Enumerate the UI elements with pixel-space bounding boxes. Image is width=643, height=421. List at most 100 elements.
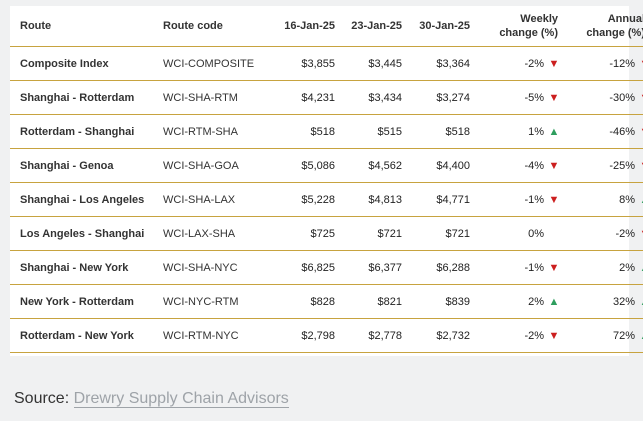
header-weekly-line-1: Weekly [520, 13, 558, 25]
header-date-3: 30-Jan-25 [402, 6, 470, 47]
weekly-change-cell: -1% ▼ [470, 250, 564, 285]
rate-date-3: $3,274 [402, 80, 470, 115]
rate-date-3: $721 [402, 216, 470, 251]
weekly-change-value: 1% [528, 125, 544, 138]
weekly-change-cell: -2% ▼ [470, 318, 564, 353]
header-annual-line-2: change (%) [586, 27, 643, 39]
route-code: WCI-RTM-SHA [163, 114, 273, 149]
rate-date-2: $2,778 [335, 318, 402, 353]
annual-change-cell: -12%▼ [564, 46, 643, 81]
annual-change-cell: -25%▼ [564, 148, 643, 183]
rate-date-2: $3,445 [335, 46, 402, 81]
annual-change-value: -30% [609, 91, 635, 104]
up-triangle-icon: ▲ [548, 295, 560, 308]
weekly-change-value: 2% [528, 295, 544, 308]
header-weekly-change: Weekly change (%) [470, 6, 564, 47]
route-name: Rotterdam - Shanghai [10, 114, 163, 149]
rate-date-3: $4,400 [402, 148, 470, 183]
route-code: WCI-RTM-NYC [163, 318, 273, 353]
header-weekly-line-2: change (%) [499, 27, 558, 39]
annual-change-value: 72% [612, 329, 635, 342]
header-date-1: 16-Jan-25 [273, 6, 335, 47]
table-row: New York - Rotterdam WCI-NYC-RTM $828 $821 $… [10, 284, 643, 319]
rate-date-3: $2,732 [402, 318, 470, 353]
rate-date-1: $3,855 [273, 46, 335, 81]
table-row: Shanghai - New York WCI-SHA-NYC $6,825 $6,3… [10, 250, 643, 285]
annual-change-cell: 2%▲ [564, 250, 643, 285]
rate-date-2: $515 [335, 114, 402, 149]
weekly-change-cell: 2% ▲ [470, 284, 564, 319]
table-row: Shanghai - Los Angeles WCI-SHA-LAX $5,228 $… [10, 182, 643, 217]
down-triangle-icon: ▼ [635, 58, 643, 70]
table-body: Composite Index WCI-COMPOSITE $3,855 $3,445… [10, 46, 643, 353]
weekly-change-value: -1% [524, 193, 544, 206]
down-triangle-icon: ▼ [635, 160, 643, 172]
route-code: WCI-COMPOSITE [163, 46, 273, 81]
route-code: WCI-SHA-RTM [163, 80, 273, 115]
weekly-change-value: -5% [524, 91, 544, 104]
table-row: Rotterdam - New York WCI-RTM-NYC $2,798 $2,… [10, 318, 643, 353]
annual-change-value: -12% [609, 57, 635, 70]
table-row: Shanghai - Genoa WCI-SHA-GOA $5,086 $4,562 $… [10, 148, 643, 183]
down-triangle-icon: ▼ [548, 91, 560, 104]
annual-change-cell: -2%▼ [564, 216, 643, 251]
route-name: Shanghai - New York [10, 250, 163, 285]
weekly-change-value: -2% [524, 57, 544, 70]
source-link[interactable]: Drewry Supply Chain Advisors [73, 390, 289, 408]
table-row: Composite Index WCI-COMPOSITE $3,855 $3,445… [10, 46, 643, 81]
annual-change-value: 32% [612, 295, 635, 308]
table-row: Rotterdam - Shanghai WCI-RTM-SHA $518 $515 $… [10, 114, 643, 149]
no-change-spacer: ▲ [544, 228, 564, 240]
table-header-row: Route Route code 16-Jan-25 23-Jan-25 30-… [10, 6, 643, 47]
header-route-code: Route code [163, 6, 273, 47]
rate-date-3: $518 [402, 114, 470, 149]
table-row: Shanghai - Rotterdam WCI-SHA-RTM $4,231 $3,… [10, 80, 643, 115]
annual-change-value: -25% [609, 159, 635, 172]
down-triangle-icon: ▼ [548, 193, 560, 206]
weekly-change-value: -4% [524, 159, 544, 172]
down-triangle-icon: ▼ [635, 228, 643, 240]
weekly-change-value: 0% [528, 227, 544, 240]
route-code: WCI-SHA-GOA [163, 148, 273, 183]
route-code: WCI-SHA-LAX [163, 182, 273, 217]
weekly-change-cell: 0%▲ [470, 216, 564, 251]
down-triangle-icon: ▼ [548, 261, 560, 274]
rate-date-2: $821 [335, 284, 402, 319]
annual-change-cell: 8%▲ [564, 182, 643, 217]
route-code: WCI-LAX-SHA [163, 216, 273, 251]
rate-date-1: $5,086 [273, 148, 335, 183]
route-name: Shanghai - Genoa [10, 148, 163, 183]
rate-date-1: $4,231 [273, 80, 335, 115]
weekly-change-cell: 1% ▲ [470, 114, 564, 149]
rate-date-3: $6,288 [402, 250, 470, 285]
down-triangle-icon: ▼ [548, 57, 560, 70]
rate-date-1: $5,228 [273, 182, 335, 217]
annual-change-value: -46% [609, 125, 635, 138]
weekly-change-value: -1% [524, 261, 544, 274]
header-annual-line-1: Annual [607, 13, 643, 25]
route-code: WCI-NYC-RTM [163, 284, 273, 319]
annual-change-cell: -30%▼ [564, 80, 643, 115]
rates-table-card: Route Route code 16-Jan-25 23-Jan-25 30-… [10, 6, 643, 356]
annual-change-value: -2% [615, 227, 635, 240]
rate-date-1: $2,798 [273, 318, 335, 353]
rate-date-2: $6,377 [335, 250, 402, 285]
route-code: WCI-SHA-NYC [163, 250, 273, 285]
down-triangle-icon: ▼ [548, 329, 560, 342]
rate-date-2: $4,813 [335, 182, 402, 217]
annual-change-value: 8% [619, 193, 635, 206]
rate-date-2: $721 [335, 216, 402, 251]
header-annual-change: Annual change (%) [564, 6, 643, 47]
rate-date-2: $4,562 [335, 148, 402, 183]
rate-date-2: $3,434 [335, 80, 402, 115]
source-line: Source: Drewry Supply Chain Advisors [14, 390, 289, 408]
header-date-2: 23-Jan-25 [335, 6, 402, 47]
route-name: New York - Rotterdam [10, 284, 163, 319]
route-name: Los Angeles - Shanghai [10, 216, 163, 251]
down-triangle-icon: ▼ [548, 159, 560, 172]
weekly-change-cell: -4% ▼ [470, 148, 564, 183]
annual-change-cell: 32%▲ [564, 284, 643, 319]
route-name: Composite Index [10, 46, 163, 81]
route-name: Shanghai - Los Angeles [10, 182, 163, 217]
down-triangle-icon: ▼ [635, 126, 643, 138]
